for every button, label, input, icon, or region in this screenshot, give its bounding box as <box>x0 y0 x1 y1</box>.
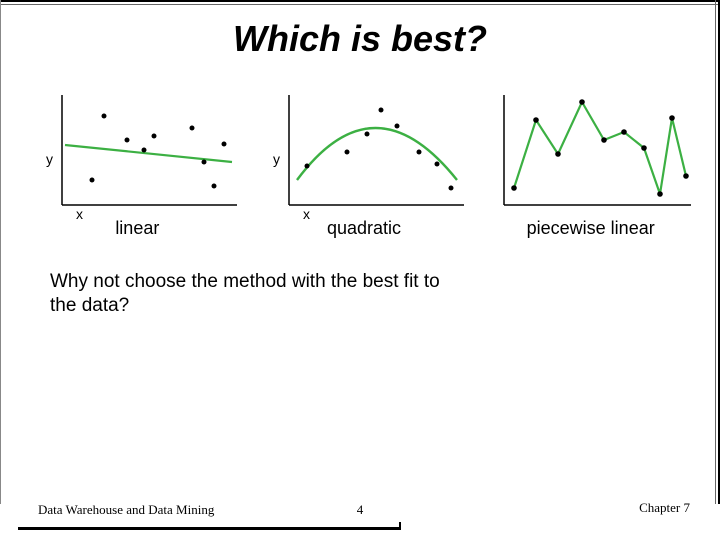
footer-left-text: Data Warehouse and Data Mining <box>38 502 214 518</box>
chart-piecewise-svg <box>486 90 696 220</box>
chart-linear-label: linear <box>115 218 159 239</box>
svg-text:x: x <box>76 206 83 220</box>
frame-border-right <box>714 0 720 504</box>
svg-text:y: y <box>46 151 53 167</box>
chart-quadratic-label: quadratic <box>327 218 401 239</box>
chart-quadratic: yx quadratic <box>255 90 474 250</box>
slide-title: Which is best? <box>0 18 720 60</box>
svg-text:x: x <box>303 206 310 220</box>
footer-underline <box>18 527 400 530</box>
footer-page-number: 4 <box>357 502 364 518</box>
frame-border-left <box>0 0 3 504</box>
footer-chapter: Chapter 7 <box>639 500 690 516</box>
chart-quadratic-svg: yx <box>259 90 469 220</box>
chart-piecewise-label: piecewise linear <box>527 218 655 239</box>
chart-linear: yx linear <box>28 90 247 250</box>
svg-text:y: y <box>273 151 280 167</box>
chart-linear-svg: yx <box>32 90 242 220</box>
frame-border-top <box>0 0 720 6</box>
slide-question: Why not choose the method with the best … <box>50 270 440 318</box>
charts-row: yx linear yx quadratic piecewise linear <box>28 90 700 250</box>
footer-tick <box>399 522 401 530</box>
footer: Data Warehouse and Data Mining 4 Chapter… <box>0 490 720 530</box>
chart-piecewise: piecewise linear <box>481 90 700 250</box>
